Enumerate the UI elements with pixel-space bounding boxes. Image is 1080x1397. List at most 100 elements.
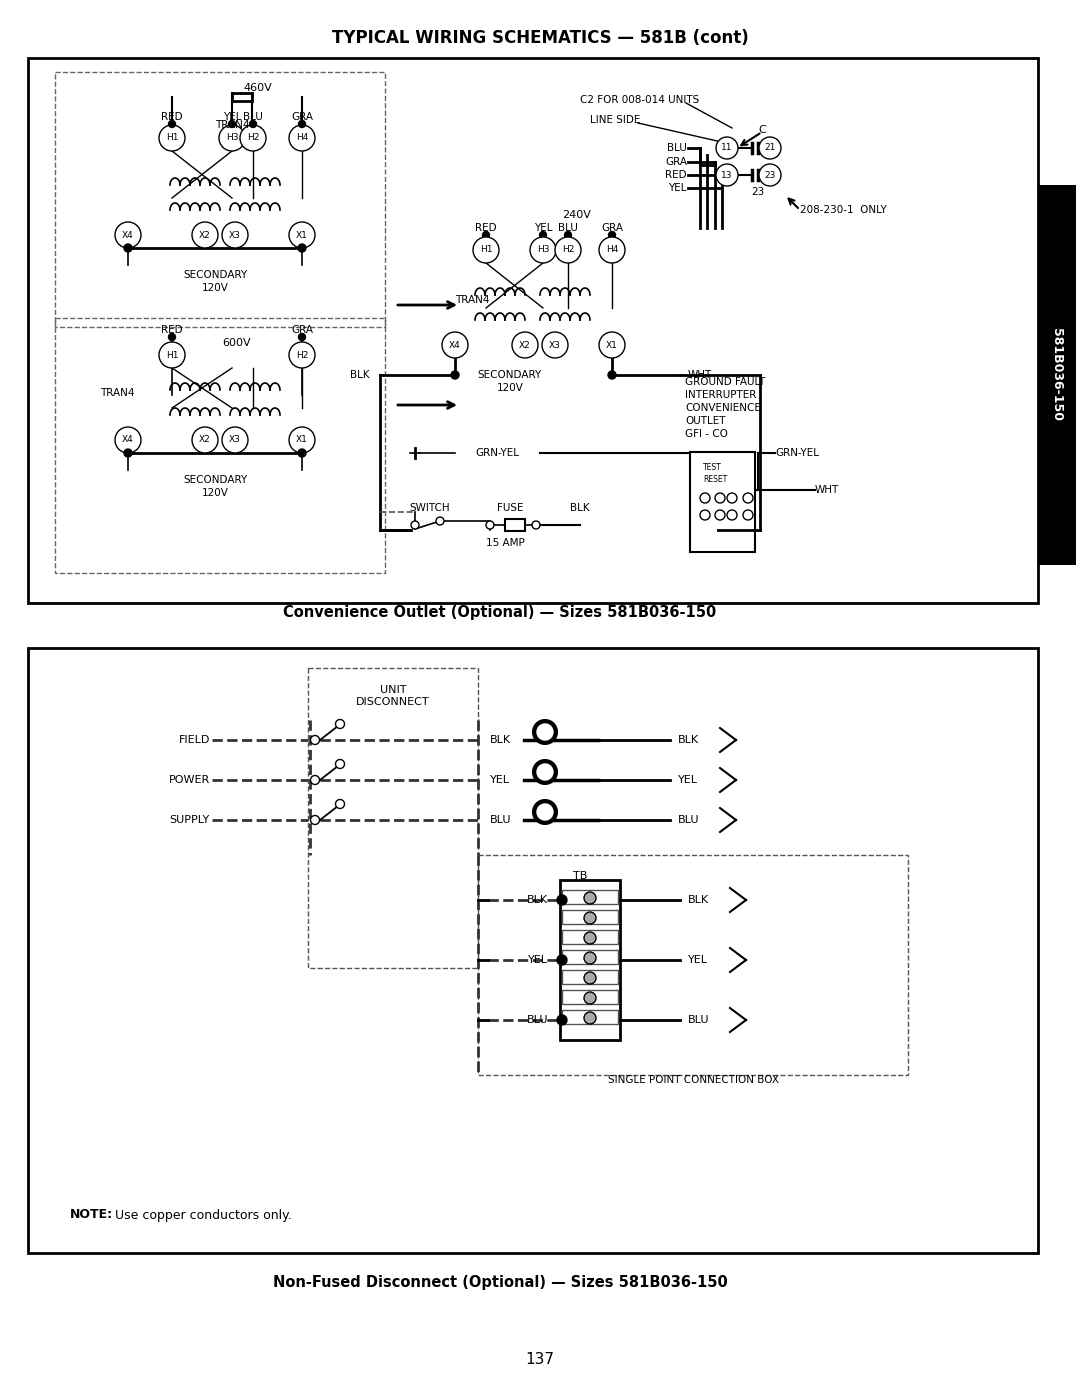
Bar (562, 890, 618, 904)
Circle shape (599, 332, 625, 358)
Text: GRN-YEL: GRN-YEL (475, 448, 519, 458)
Text: X1: X1 (606, 341, 618, 349)
Text: X3: X3 (549, 341, 561, 349)
Bar (562, 930, 618, 944)
Text: BLU: BLU (678, 814, 700, 826)
Bar (232, 94, 252, 101)
Text: RED: RED (665, 170, 687, 180)
Circle shape (483, 232, 489, 239)
Text: BLK: BLK (527, 895, 548, 905)
Text: SINGLE POINT CONNECTION BOX: SINGLE POINT CONNECTION BOX (607, 1076, 779, 1085)
Circle shape (534, 800, 557, 824)
Text: X3: X3 (229, 231, 241, 239)
Bar (55, 73, 384, 327)
Text: GFI - CO: GFI - CO (685, 429, 728, 439)
Text: BLK: BLK (570, 503, 590, 513)
Text: 11: 11 (721, 144, 732, 152)
Text: NOTE:: NOTE: (70, 1208, 113, 1221)
Text: H4: H4 (296, 134, 308, 142)
Text: C2 FOR 008-014 UNITS: C2 FOR 008-014 UNITS (580, 95, 699, 105)
Text: TYPICAL WIRING SCHEMATICS — 581B (cont): TYPICAL WIRING SCHEMATICS — 581B (cont) (332, 29, 748, 47)
Bar (28, 59, 1038, 604)
Text: 120V: 120V (202, 284, 229, 293)
Text: SUPPLY: SUPPLY (170, 814, 210, 826)
Text: X4: X4 (449, 341, 461, 349)
Text: BLK: BLK (490, 735, 511, 745)
Circle shape (222, 427, 248, 453)
Text: H2: H2 (247, 134, 259, 142)
Text: H2: H2 (296, 351, 308, 359)
Text: H1: H1 (480, 246, 492, 254)
Text: X2: X2 (199, 231, 211, 239)
Circle shape (436, 517, 444, 525)
Text: TRAN4: TRAN4 (100, 388, 135, 398)
Text: RED: RED (161, 326, 183, 335)
Bar (478, 855, 908, 1076)
Circle shape (715, 493, 725, 503)
Circle shape (608, 372, 616, 379)
Text: BLU: BLU (490, 814, 512, 826)
Text: DISCONNECT: DISCONNECT (356, 697, 430, 707)
Text: C: C (758, 124, 766, 136)
Bar (562, 909, 618, 923)
Text: BLU: BLU (243, 112, 262, 122)
Text: 15 AMP: 15 AMP (486, 538, 525, 548)
Text: SECONDARY: SECONDARY (183, 270, 247, 279)
Circle shape (608, 232, 616, 239)
Text: BLU: BLU (667, 142, 687, 154)
Bar (308, 668, 478, 968)
Text: X1: X1 (296, 436, 308, 444)
Circle shape (759, 163, 781, 186)
Circle shape (700, 510, 710, 520)
Text: YEL: YEL (534, 224, 552, 233)
Text: Non-Fused Disconnect (Optional) — Sizes 581B036-150: Non-Fused Disconnect (Optional) — Sizes … (272, 1274, 727, 1289)
Text: 600V: 600V (222, 338, 252, 348)
Circle shape (298, 244, 306, 251)
Bar (1038, 184, 1076, 564)
Circle shape (298, 120, 306, 127)
Text: LINE SIDE: LINE SIDE (590, 115, 640, 124)
Circle shape (557, 895, 567, 905)
Text: BLU: BLU (558, 224, 578, 233)
Text: GROUND FAULT: GROUND FAULT (685, 377, 765, 387)
Circle shape (557, 956, 567, 965)
Circle shape (716, 163, 738, 186)
Text: SECONDARY: SECONDARY (183, 475, 247, 485)
Circle shape (584, 932, 596, 944)
Bar (55, 319, 384, 573)
Circle shape (289, 427, 315, 453)
Bar (505, 520, 525, 531)
Circle shape (219, 124, 245, 151)
Circle shape (114, 222, 141, 249)
Circle shape (743, 493, 753, 503)
Text: SECONDARY: SECONDARY (477, 370, 542, 380)
Circle shape (565, 232, 571, 239)
Circle shape (584, 912, 596, 923)
Circle shape (289, 342, 315, 367)
Text: YEL: YEL (669, 183, 687, 193)
Text: YEL: YEL (688, 956, 708, 965)
Text: H2: H2 (562, 246, 575, 254)
Circle shape (584, 992, 596, 1004)
Circle shape (473, 237, 499, 263)
Text: 240V: 240V (563, 210, 592, 219)
Circle shape (192, 222, 218, 249)
Text: Convenience Outlet (Optional) — Sizes 581B036-150: Convenience Outlet (Optional) — Sizes 58… (283, 605, 717, 619)
Circle shape (584, 1011, 596, 1024)
Text: POWER: POWER (168, 775, 210, 785)
Text: TRAN4: TRAN4 (215, 120, 249, 130)
Text: GRA: GRA (665, 156, 687, 168)
Bar (28, 648, 1038, 1253)
Text: 120V: 120V (202, 488, 229, 497)
Circle shape (451, 372, 459, 379)
Text: BLK: BLK (678, 735, 699, 745)
Circle shape (534, 760, 557, 784)
Text: 581B036-150: 581B036-150 (1051, 328, 1064, 422)
Text: H3: H3 (537, 246, 550, 254)
Circle shape (311, 735, 320, 745)
Text: GRA: GRA (600, 224, 623, 233)
Text: WHT: WHT (688, 370, 712, 380)
Circle shape (759, 137, 781, 159)
Circle shape (727, 493, 737, 503)
Text: X3: X3 (229, 436, 241, 444)
